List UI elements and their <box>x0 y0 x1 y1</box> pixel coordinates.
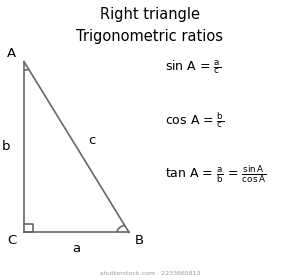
Text: Right triangle: Right triangle <box>100 7 200 22</box>
Text: Trigonometric ratios: Trigonometric ratios <box>76 29 224 45</box>
Text: a: a <box>72 242 81 255</box>
Text: sin A = $\mathregular{\frac{a}{c}}$: sin A = $\mathregular{\frac{a}{c}}$ <box>165 58 221 76</box>
Text: shutterstock.com · 2233665813: shutterstock.com · 2233665813 <box>100 271 200 276</box>
Text: C: C <box>7 234 16 247</box>
Text: B: B <box>135 234 144 247</box>
Text: A: A <box>8 47 16 60</box>
Text: tan A = $\mathregular{\frac{a}{b}}$ = $\mathregular{\frac{sin\,A}{cos\,A}}$: tan A = $\mathregular{\frac{a}{b}}$ = $\… <box>165 163 266 185</box>
Text: c: c <box>88 134 96 146</box>
Text: cos A = $\mathregular{\frac{b}{c}}$: cos A = $\mathregular{\frac{b}{c}}$ <box>165 111 224 130</box>
Text: b: b <box>2 141 10 153</box>
